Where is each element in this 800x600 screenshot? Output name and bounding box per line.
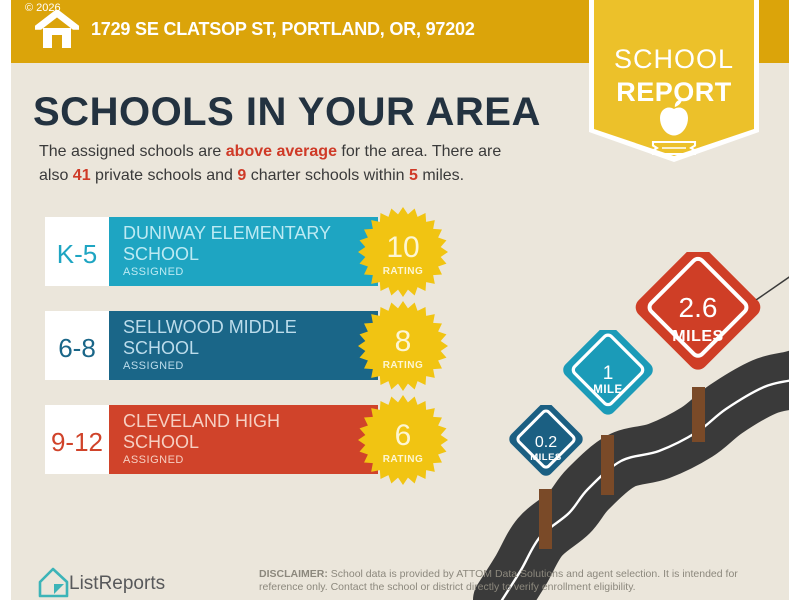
svg-text:RATING: RATING bbox=[383, 266, 424, 277]
svg-text:RATING: RATING bbox=[383, 360, 424, 371]
svg-text:MILES: MILES bbox=[672, 328, 723, 345]
svg-text:SCHOOL: SCHOOL bbox=[614, 44, 734, 74]
svg-text:RATING: RATING bbox=[383, 454, 424, 465]
svg-text:REPORT: REPORT bbox=[616, 77, 732, 107]
svg-text:10: 10 bbox=[386, 231, 419, 264]
svg-text:8: 8 bbox=[395, 325, 412, 358]
svg-text:6: 6 bbox=[395, 419, 412, 452]
svg-text:1: 1 bbox=[603, 363, 614, 384]
svg-text:2.6: 2.6 bbox=[679, 292, 718, 323]
svg-text:MILES: MILES bbox=[530, 452, 562, 463]
svg-text:MILE: MILE bbox=[593, 384, 622, 396]
